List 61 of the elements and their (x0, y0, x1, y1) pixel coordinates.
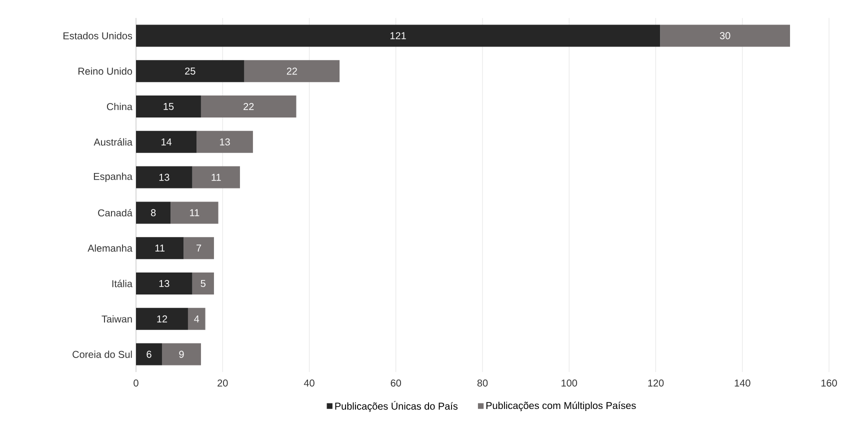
x-tick-label: 0 (134, 380, 138, 387)
y-tick-label: Reino Unido (78, 67, 132, 75)
y-tick-label: Espanha (94, 172, 132, 182)
bar (136, 60, 244, 82)
x-tick-label: 120 (648, 380, 664, 387)
legend-label: Publicações com Múltiplos Países (486, 402, 636, 412)
y-tick-label: Alemanha (88, 244, 132, 252)
bar (136, 343, 162, 366)
data-label: 22 (286, 68, 297, 75)
bar (136, 95, 201, 118)
data-label: 13 (159, 174, 170, 181)
y-tick-label: China (106, 102, 132, 110)
data-label: 6 (146, 350, 152, 358)
bar (188, 308, 206, 330)
bar (136, 130, 197, 153)
data-label: 22 (244, 103, 254, 110)
bar (136, 202, 171, 224)
data-label: 15 (164, 103, 174, 110)
data-label: 11 (155, 244, 165, 252)
x-tick-label: 20 (218, 380, 228, 387)
bar (136, 237, 184, 260)
data-label: 4 (194, 315, 200, 322)
data-label: 5 (200, 280, 206, 287)
data-label: 14 (162, 138, 172, 146)
bar (192, 166, 240, 188)
legend-label: Publicações Únicas do País (335, 400, 458, 412)
data-label: 12 (157, 315, 168, 322)
x-tick-label: 100 (562, 380, 578, 387)
data-label: 30 (720, 32, 730, 40)
y-tick-label: Coreia do Sul (72, 350, 132, 358)
data-label: 25 (185, 68, 196, 75)
y-tick-label: Austrália (94, 138, 132, 146)
x-tick-label: 40 (304, 380, 314, 387)
bar (136, 272, 192, 295)
bar (192, 272, 214, 295)
x-tick-label: 60 (390, 380, 402, 387)
x-tick-label: 140 (734, 380, 750, 387)
y-tick-label: Canadá (98, 208, 132, 216)
data-label: 121 (390, 32, 406, 40)
bar (244, 60, 340, 82)
data-label: 11 (212, 174, 221, 181)
bar (136, 166, 192, 188)
bar (196, 130, 253, 153)
bar (660, 24, 790, 47)
data-label: 9 (179, 350, 184, 358)
data-label: 7 (196, 244, 202, 252)
data-label: 8 (150, 209, 156, 216)
bar (200, 95, 296, 118)
x-tick-label: 160 (821, 380, 837, 387)
bar (136, 24, 660, 47)
data-label: 11 (190, 209, 200, 216)
bar (162, 343, 201, 366)
y-tick-label: Estados Unidos (64, 32, 132, 40)
bar (136, 308, 188, 330)
y-tick-label: Itália (112, 280, 132, 288)
bar (184, 237, 214, 260)
y-tick-label: Taiwan (102, 315, 132, 323)
data-label: 13 (159, 280, 170, 288)
bar (170, 202, 218, 224)
data-label: 13 (220, 138, 230, 146)
x-tick-label: 80 (477, 380, 488, 387)
